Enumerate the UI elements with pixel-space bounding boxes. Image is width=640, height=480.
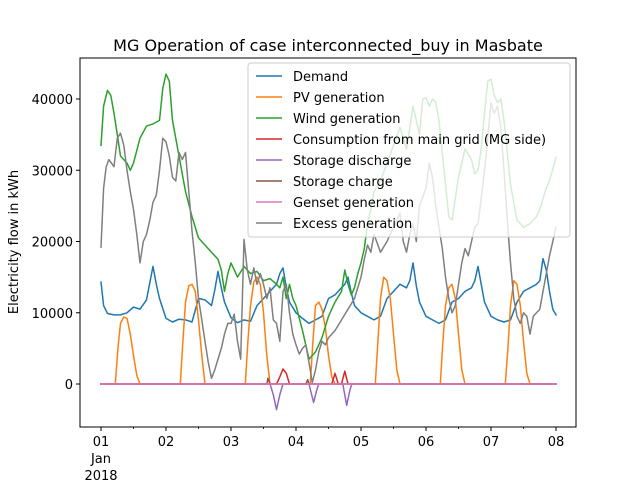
legend-entry-label: Wind generation [293,112,401,127]
legend-entry-label: Storage discharge [293,154,411,169]
x-tick-label: 08 [548,435,565,450]
x-tick-label: 02 [158,435,175,450]
series-line-consumption-from-main-grid-mg-side [100,368,557,385]
y-tick-label: 40000 [32,93,73,108]
y-tick-label: 20000 [32,236,73,251]
legend-entry-label: Storage charge [293,175,393,190]
chart-title: MG Operation of case interconnected_buy … [113,36,543,56]
legend-entry-label: PV generation [293,91,385,106]
x-axis-ticks: 01 Jan 2018 02 03 04 05 06 07 08 [84,427,564,480]
x-tick-label: 03 [223,435,240,450]
legend-entry-label: Excess generation [293,217,412,232]
x-tick-sublabel-month: Jan [90,452,111,467]
legend: Demand PV generation Wind generation Consum… [247,62,571,238]
y-axis-label: Electricity flow in kWh [7,170,22,314]
legend-entry-label: Demand [293,70,348,85]
y-tick-label: 30000 [32,164,73,179]
series-line-storage-charge [100,377,557,385]
x-tick-label: 06 [418,435,435,450]
series-line-storage-discharge [100,383,557,411]
x-tick-label: 07 [483,435,500,450]
y-tick-label: 0 [65,378,73,393]
series-line-pv-generation [100,276,557,385]
x-tick-sublabel-year: 2018 [84,469,117,480]
plot-frame [79,57,577,428]
x-tick-label: 05 [353,435,370,450]
x-tick-label: 04 [288,435,305,450]
legend-entry-label: Genset generation [293,196,414,211]
series-line-demand [100,257,558,325]
x-tick-label: 01 [93,435,110,450]
legend-entry-label: Consumption from main grid (MG side) [293,133,546,148]
y-tick-label: 10000 [32,307,73,322]
legend-box [247,62,571,238]
series-layer [100,73,558,411]
y-axis-ticks: 0 10000 20000 30000 40000 [32,93,80,393]
